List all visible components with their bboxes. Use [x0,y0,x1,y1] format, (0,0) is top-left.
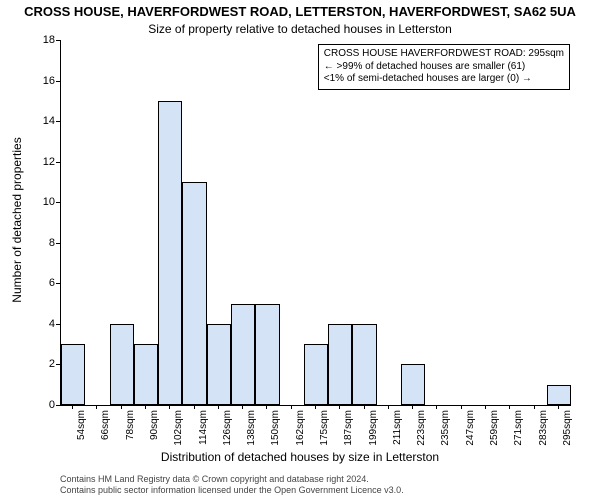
annotation-box: CROSS HOUSE HAVERFORDWEST ROAD: 295sqm ←… [318,44,570,90]
chart-container: CROSS HOUSE, HAVERFORDWEST ROAD, LETTERS… [0,0,600,500]
attribution-line1: Contains HM Land Registry data © Crown c… [60,474,404,485]
x-tick-mark [194,405,195,409]
histogram-bar [328,324,352,405]
x-tick-label: 199sqm [368,410,379,446]
annotation-line3: <1% of semi-detached houses are larger (… [324,73,564,86]
x-tick-label: 78sqm [125,410,136,440]
y-tick-label: 18 [25,34,55,46]
x-tick-mark [169,405,170,409]
x-tick-label: 235sqm [440,410,451,446]
histogram-bar [158,101,182,405]
x-tick-mark [436,405,437,409]
x-tick-mark [364,405,365,409]
x-tick-label: 138sqm [246,410,257,446]
histogram-bar [134,344,158,405]
y-tick-label: 8 [25,237,55,249]
x-tick-mark [315,405,316,409]
histogram-bar [231,304,255,405]
x-tick-mark [96,405,97,409]
histogram-bar [352,324,376,405]
x-tick-mark [72,405,73,409]
x-tick-label: 114sqm [198,410,209,445]
y-tick-mark [56,162,60,163]
y-tick-mark [56,405,60,406]
x-tick-label: 162sqm [295,410,306,446]
annotation-line1: CROSS HOUSE HAVERFORDWEST ROAD: 295sqm [324,48,564,61]
y-tick-mark [56,121,60,122]
x-tick-mark [266,405,267,409]
y-tick-mark [56,81,60,82]
x-tick-mark [145,405,146,409]
x-tick-label: 150sqm [270,410,281,446]
attribution: Contains HM Land Registry data © Crown c… [60,474,404,496]
x-tick-mark [485,405,486,409]
y-tick-mark [56,40,60,41]
x-tick-mark [558,405,559,409]
x-tick-label: 295sqm [562,410,573,446]
y-tick-label: 0 [25,399,55,411]
x-tick-label: 126sqm [222,410,233,446]
x-tick-label: 175sqm [319,410,330,446]
chart-title: CROSS HOUSE, HAVERFORDWEST ROAD, LETTERS… [0,4,600,19]
y-tick-mark [56,202,60,203]
x-tick-mark [388,405,389,409]
y-tick-label: 14 [25,115,55,127]
y-tick-mark [56,324,60,325]
x-tick-label: 187sqm [343,410,354,446]
x-tick-label: 247sqm [465,410,476,446]
y-tick-label: 2 [25,358,55,370]
x-tick-mark [218,405,219,409]
x-tick-label: 283sqm [538,410,549,446]
x-tick-mark [534,405,535,409]
x-tick-mark [339,405,340,409]
x-tick-mark [242,405,243,409]
y-tick-mark [56,243,60,244]
y-tick-label: 12 [25,156,55,168]
histogram-bar [110,324,134,405]
histogram-bar [304,344,328,405]
histogram-bar [207,324,231,405]
histogram-bar [401,364,425,405]
x-tick-label: 271sqm [513,410,524,446]
y-axis-label: Number of detached properties [10,137,24,302]
x-tick-label: 102sqm [173,410,184,446]
y-tick-mark [56,283,60,284]
chart-subtitle: Size of property relative to detached ho… [0,22,600,36]
y-tick-label: 4 [25,318,55,330]
plot-area [60,40,571,406]
y-tick-label: 16 [25,75,55,87]
histogram-bar [255,304,279,405]
x-tick-mark [461,405,462,409]
x-tick-mark [412,405,413,409]
y-tick-mark [56,364,60,365]
y-tick-label: 6 [25,277,55,289]
x-tick-label: 66sqm [100,410,111,440]
x-tick-label: 211sqm [392,410,403,445]
histogram-bar [61,344,85,405]
histogram-bar [182,182,206,405]
x-tick-label: 259sqm [489,410,500,446]
x-tick-label: 223sqm [416,410,427,446]
attribution-line2: Contains public sector information licen… [60,485,404,496]
y-tick-label: 10 [25,196,55,208]
x-axis-label: Distribution of detached houses by size … [0,450,600,464]
x-tick-label: 54sqm [76,410,87,440]
x-tick-mark [291,405,292,409]
x-tick-mark [509,405,510,409]
x-tick-label: 90sqm [149,410,160,440]
annotation-line2: ← >99% of detached houses are smaller (6… [324,61,564,74]
histogram-bar [547,385,571,405]
x-tick-mark [121,405,122,409]
